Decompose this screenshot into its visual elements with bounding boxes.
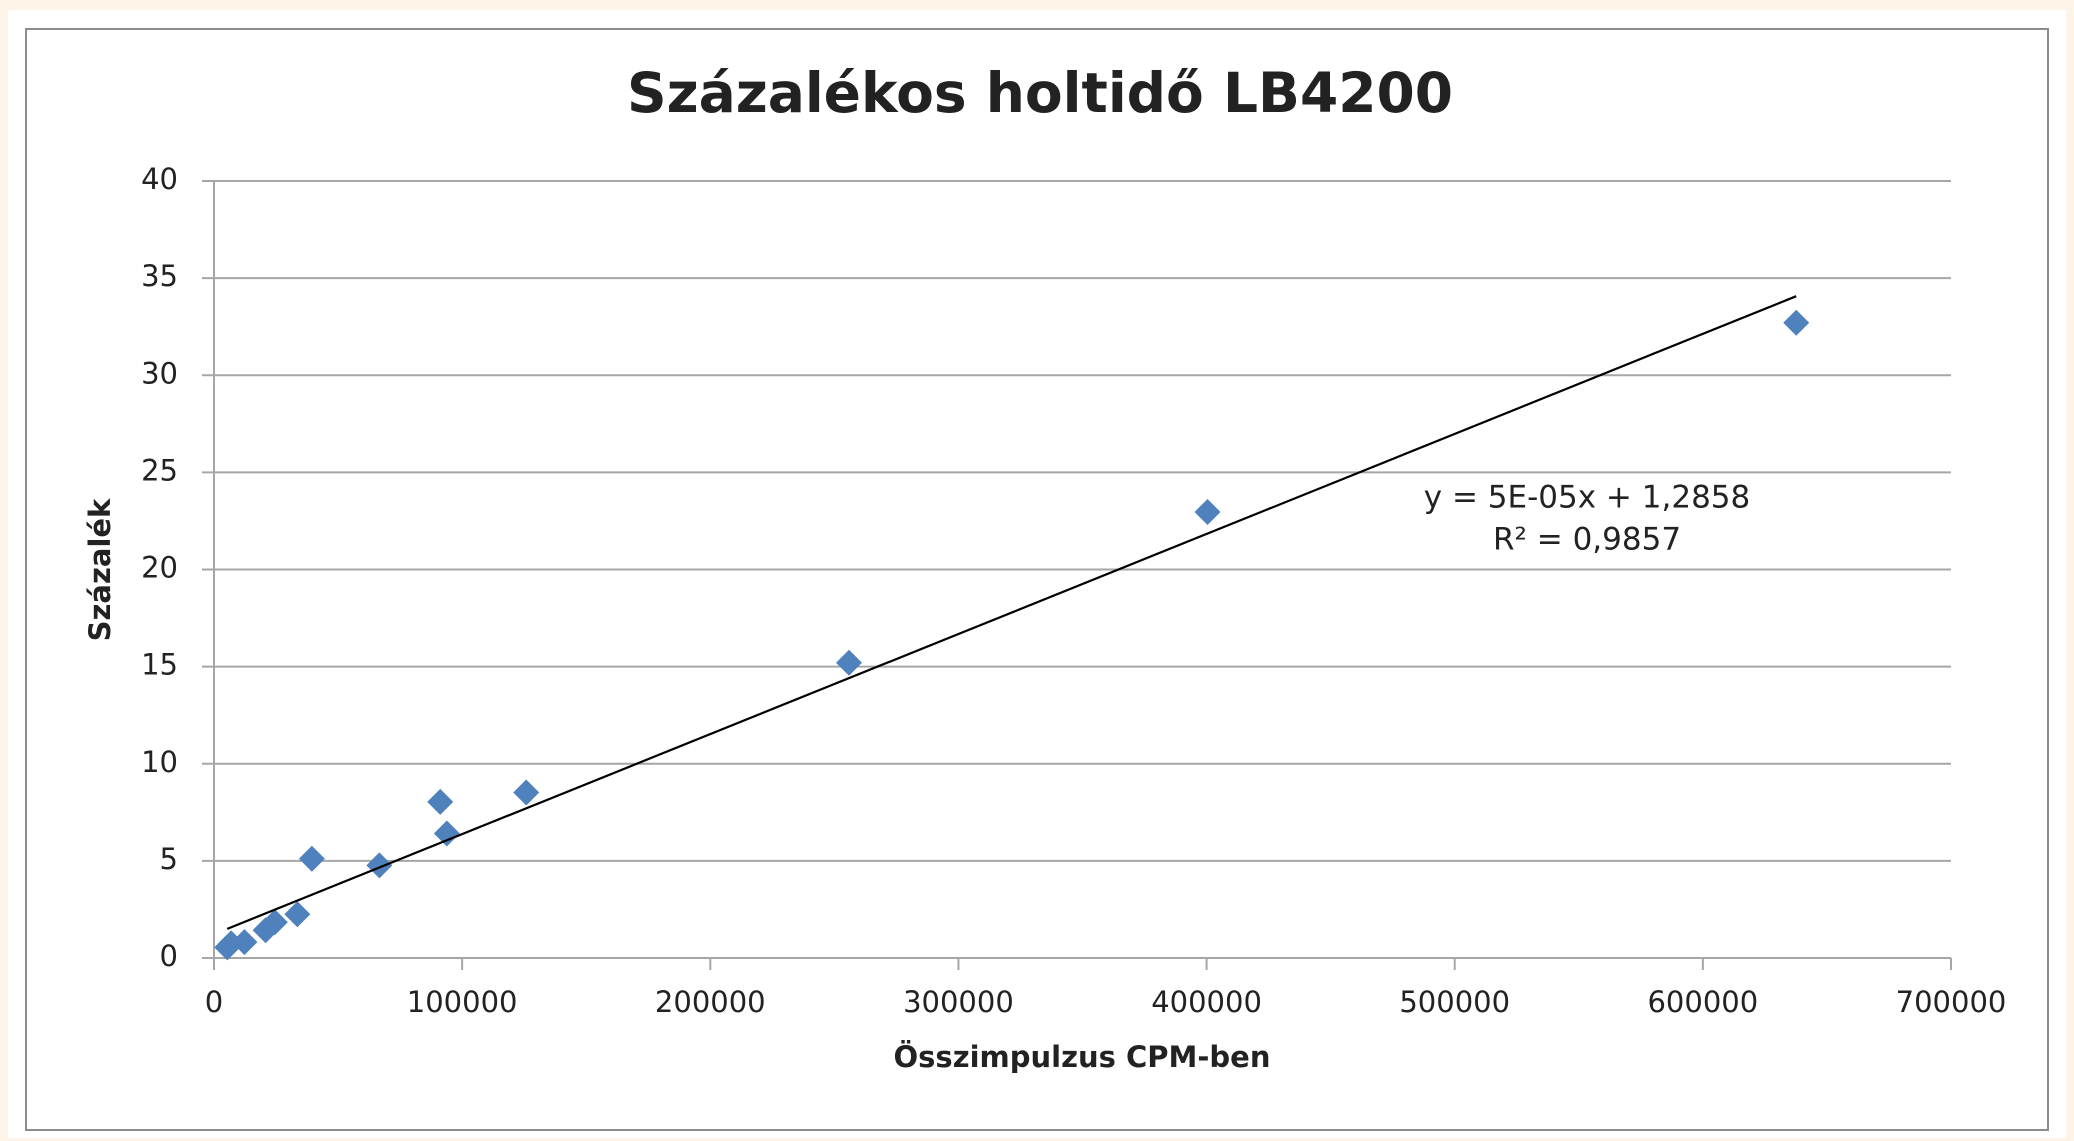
x-tick-label: 500000 — [1399, 985, 1510, 1019]
x-tick-label: 100000 — [407, 985, 518, 1019]
x-tick-label: 300000 — [903, 985, 1014, 1019]
data-point — [231, 929, 258, 956]
x-tick-label: 700000 — [1896, 985, 2007, 1019]
data-point — [284, 901, 311, 928]
chart-frame — [25, 28, 2049, 1131]
y-tick-label: 20 — [141, 551, 178, 585]
y-tick-label: 30 — [141, 356, 178, 390]
annotation: R² = 0,9857 — [1493, 522, 1681, 558]
x-tick-label: 600000 — [1647, 985, 1758, 1019]
y-tick-label: 5 — [160, 842, 178, 876]
data-point — [835, 649, 862, 676]
y-tick-label: 25 — [141, 453, 178, 487]
data-point — [298, 845, 325, 872]
chart-title: Százalékos holtidő LB4200 — [627, 61, 1453, 125]
x-tick-label: 400000 — [1151, 985, 1262, 1019]
annotation: y = 5E-05x + 1,2858 — [1424, 480, 1750, 516]
y-tick-label: 0 — [160, 939, 178, 973]
x-tick-label: 0 — [205, 985, 223, 1019]
data-point — [261, 909, 288, 936]
y-tick-label: 15 — [141, 648, 178, 682]
data-point — [1783, 309, 1810, 336]
trendline — [226, 295, 1797, 930]
x-axis-title: Összimpulzus CPM-ben — [894, 1040, 1271, 1074]
y-tick-label: 35 — [141, 259, 178, 293]
y-axis-title: Százalék — [83, 498, 117, 641]
data-point — [1194, 499, 1221, 526]
y-tick-label: 40 — [141, 162, 178, 196]
data-point — [513, 779, 540, 806]
data-point — [427, 788, 454, 815]
data-point — [366, 852, 393, 879]
x-tick-label: 200000 — [655, 985, 766, 1019]
data-point — [433, 820, 460, 847]
y-tick-label: 10 — [141, 745, 178, 779]
